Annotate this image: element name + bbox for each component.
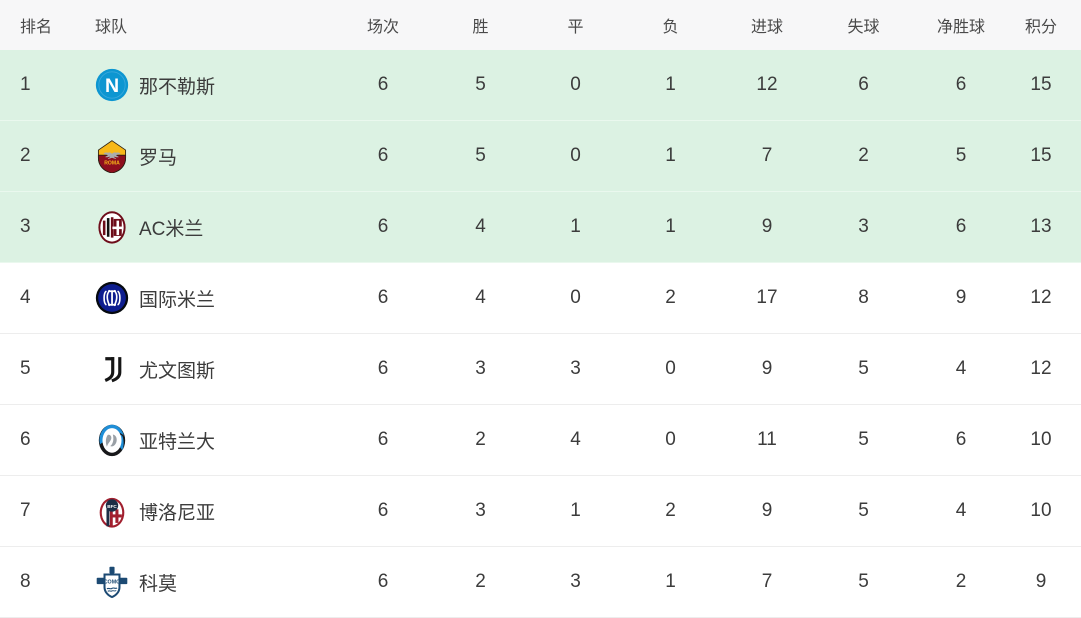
svg-text:ROMA: ROMA: [104, 161, 120, 167]
svg-text:COMO: COMO: [104, 580, 121, 586]
svg-text:BFC: BFC: [107, 504, 117, 509]
svg-text:N: N: [105, 75, 119, 97]
